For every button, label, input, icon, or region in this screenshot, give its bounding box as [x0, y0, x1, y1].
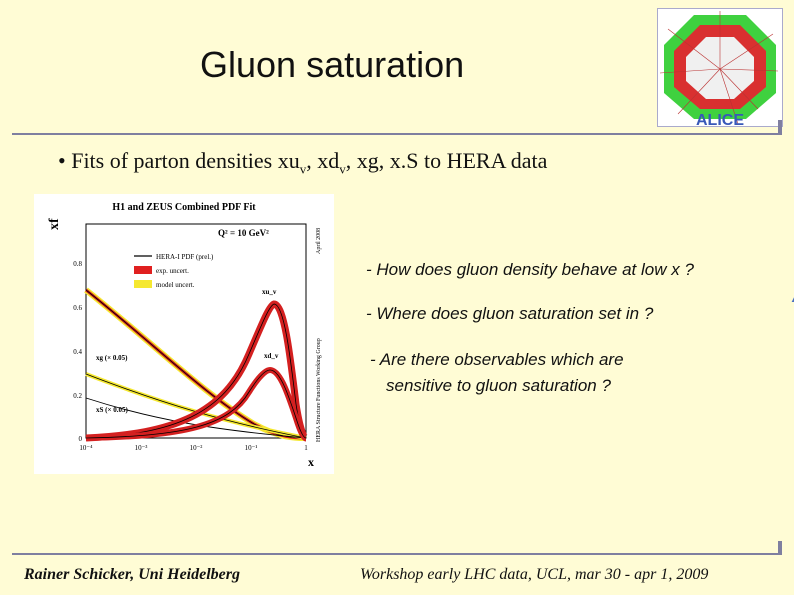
- bullet-prefix: • Fits of parton densities xu: [58, 148, 300, 173]
- x-tick-1: 10⁻³: [135, 444, 148, 452]
- footer-event: Workshop early LHC data, UCL, mar 30 - a…: [360, 566, 709, 583]
- bullet-suffix: , xg, x.S to HERA data: [345, 148, 548, 173]
- curve-label-xs: xS (× 0.05): [96, 406, 128, 414]
- y-tick-4: 0.8: [73, 260, 82, 268]
- slide-title: Gluon saturation: [200, 44, 465, 85]
- curve-label-xg: xg (× 0.05): [96, 354, 128, 362]
- x-tick-2: 10⁻²: [190, 444, 203, 452]
- bullet-sub-1: v: [299, 161, 307, 177]
- legend-item-2: model uncert.: [156, 281, 195, 289]
- figure-title: H1 and ZEUS Combined PDF Fit: [112, 202, 256, 213]
- legend-item-1: exp. uncert.: [156, 267, 189, 275]
- bullet-sub-2: v: [339, 161, 346, 177]
- alice-logo: ALICE: [657, 8, 783, 129]
- curve-label-xuv: xu_v: [262, 288, 277, 296]
- x-tick-3: 10⁻¹: [245, 444, 258, 452]
- top-rule: [12, 133, 782, 135]
- y-tick-3: 0.6: [73, 304, 82, 312]
- question-3-line-2: sensitive to gluon saturation ?: [386, 376, 611, 395]
- figure-xlabel: x: [308, 455, 314, 469]
- top-rule-corner: [778, 120, 782, 134]
- footer-author: Rainer Schicker, Uni Heidelberg: [24, 566, 240, 583]
- bottom-rule-corner: [778, 541, 782, 555]
- bullet-text: • Fits of parton densities xuv, xdv, xg,…: [58, 148, 547, 177]
- figure-side-date: April 2008: [316, 228, 322, 254]
- legend-item-0: HERA-I PDF (prel.): [156, 253, 214, 261]
- x-tick-0: 10⁻⁴: [79, 444, 93, 452]
- pdf-fit-figure: H1 and ZEUS Combined PDF Fit Q² = 10 GeV…: [34, 194, 334, 474]
- y-tick-2: 0.4: [73, 348, 82, 356]
- y-tick-0: 0: [79, 435, 83, 443]
- bullet-mid: , xd: [306, 148, 340, 173]
- question-3-line-1: - Are there observables which are: [370, 350, 624, 369]
- x-tick-4: 1: [304, 444, 308, 452]
- curve-label-xdv: xd_v: [264, 352, 279, 360]
- question-1: - How does gluon density behave at low x…: [366, 260, 694, 279]
- bottom-rule: [12, 553, 782, 555]
- y-tick-1: 0.2: [73, 392, 82, 400]
- alice-logo-text: ALICE: [696, 112, 744, 126]
- figure-ylabel: xf: [47, 218, 62, 230]
- edge-decoration-icon: ▲: [788, 286, 794, 307]
- question-2: - Where does gluon saturation set in ?: [366, 304, 654, 323]
- figure-q2: Q² = 10 GeV²: [218, 228, 269, 238]
- figure-side-label: HERA Structure Functions Working Group: [316, 338, 322, 442]
